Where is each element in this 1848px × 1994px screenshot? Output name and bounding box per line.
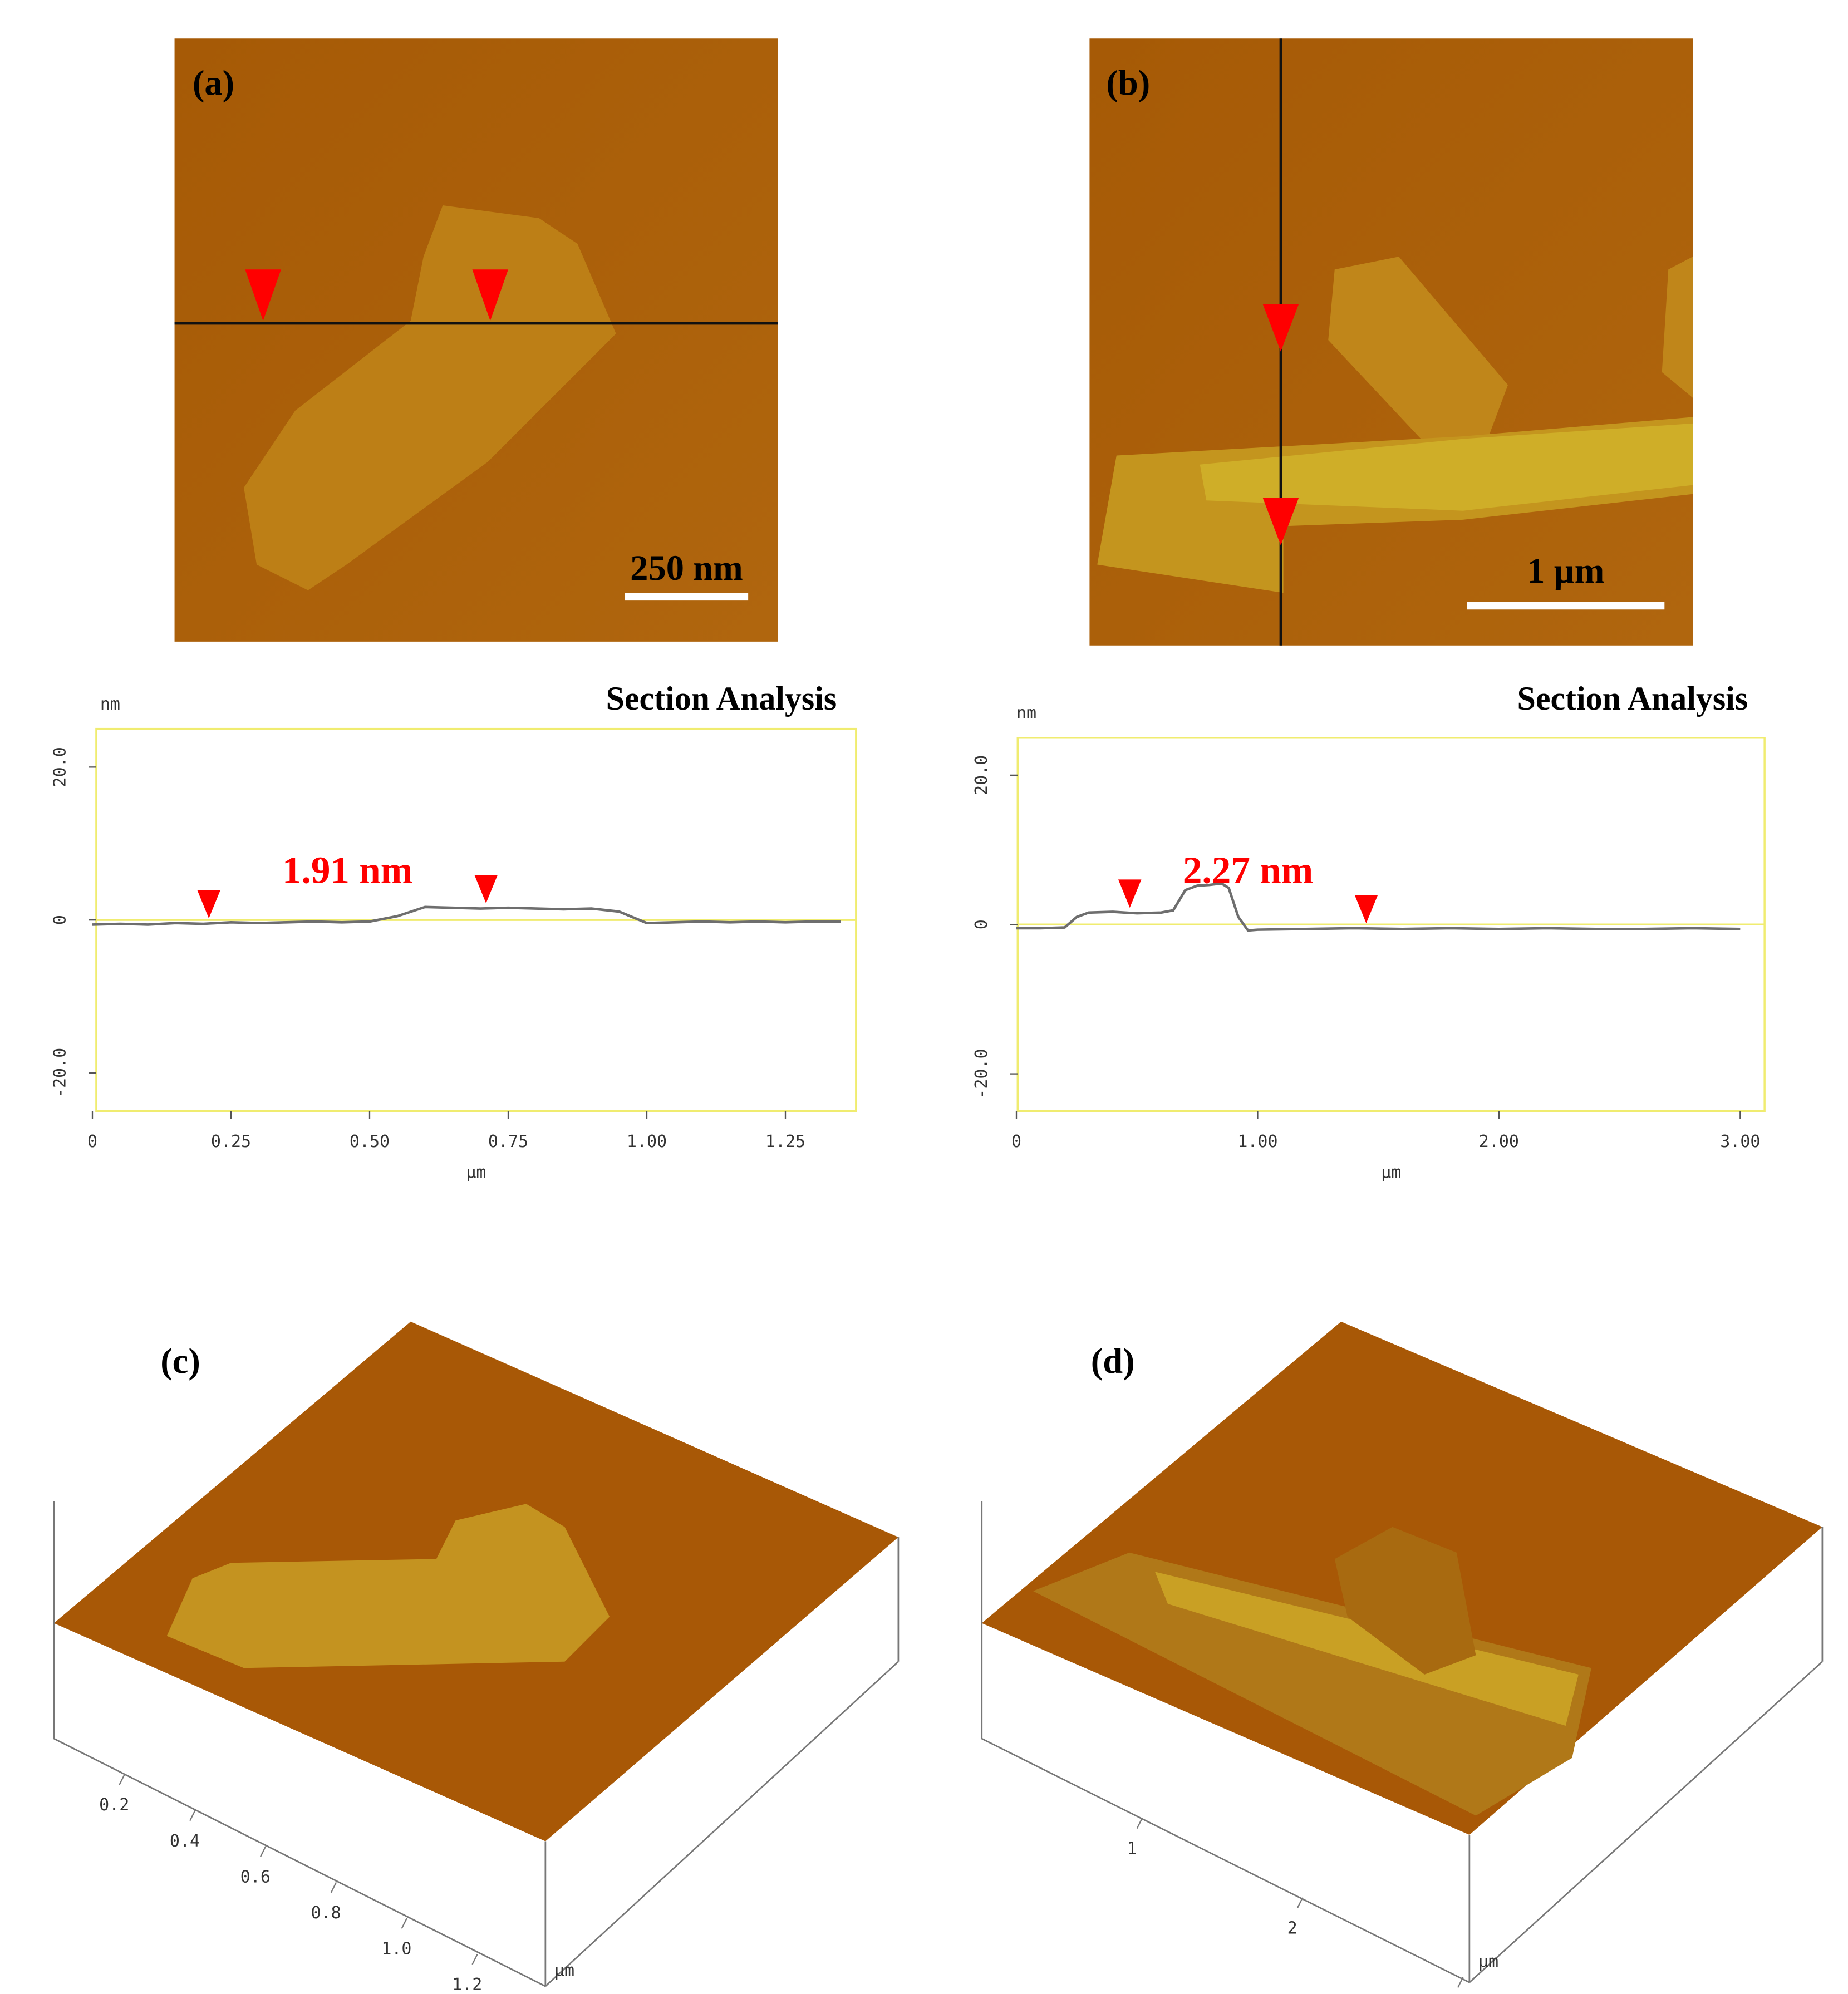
x-tick-label: 0.75 (488, 1132, 528, 1151)
x-tick-label: 1.25 (765, 1132, 805, 1151)
box-frame (53, 1501, 900, 1987)
flake (1155, 1572, 1579, 1726)
tick-label: 1.2 (452, 1975, 482, 1994)
profile-line (92, 905, 841, 926)
tick-label: 2 (1287, 1919, 1297, 1938)
scale-bar-label: 250 nm (630, 548, 743, 588)
section-marker (1354, 895, 1378, 924)
y-tick-label: -20.0 (51, 1048, 70, 1098)
tick-label: 1 (1127, 1839, 1137, 1859)
axis-unit: µm (1478, 1952, 1498, 1972)
tick-label: 0.6 (240, 1867, 271, 1887)
panel-label: (c) (160, 1341, 200, 1381)
flake (166, 1504, 610, 1668)
x-axis-label: µm (1381, 1163, 1401, 1183)
tick-mark (401, 1918, 407, 1929)
tick-mark (471, 1953, 478, 1965)
y-axis-label: nm (1016, 703, 1036, 723)
marker (1262, 304, 1299, 352)
tick-label: 1.0 (381, 1939, 411, 1958)
panel-label: (b) (1106, 63, 1150, 104)
section-marker (474, 875, 498, 904)
y-axis-label: nm (100, 695, 120, 714)
y-tick-label: 20.0 (51, 747, 70, 787)
y-tick-label: 0 (51, 915, 70, 925)
chart-title: Section Analysis (1517, 680, 1748, 717)
axis-unit: µm (554, 1961, 574, 1981)
tick-mark (330, 1882, 337, 1893)
section-marker (197, 890, 220, 919)
tick-mark (189, 1810, 196, 1821)
flake (244, 205, 616, 590)
annotation: 1.91 nm (282, 848, 412, 891)
section-chart: Section Analysis nm µm -20.0 0 20.0 0 0.25 0.50 0… (51, 680, 857, 1183)
x-tick-label: 0 (87, 1132, 97, 1151)
tick-mark (119, 1774, 125, 1785)
box-frame (981, 1501, 1824, 1983)
chart-title: Section Analysis (606, 680, 837, 717)
tick-label: 0.4 (170, 1831, 200, 1851)
tick-mark (1296, 1897, 1304, 1908)
panel-label: (a) (193, 63, 234, 104)
tick-label: 0.2 (99, 1795, 129, 1815)
marker (472, 269, 508, 321)
section-marker (1118, 879, 1142, 908)
profile-line (1016, 882, 1741, 932)
x-tick-label: 0.25 (211, 1132, 251, 1151)
panel-c: (c) µm (53, 1321, 900, 1987)
tick-label: 0.8 (311, 1903, 341, 1923)
x-tick-label: 1.00 (627, 1132, 667, 1151)
panel-b: (b) 1 µm (1089, 38, 1693, 646)
panel-a: (a) 250 nm (174, 38, 778, 642)
x-tick-label: 2.00 (1479, 1132, 1519, 1151)
flake (1033, 1552, 1591, 1816)
annotation: 2.27 nm (1183, 848, 1313, 891)
tick-mark (1136, 1818, 1143, 1829)
scale-bar-label: 1 µm (1527, 550, 1604, 590)
y-tick-label: 0 (972, 919, 991, 929)
panel-label: (d) (1091, 1341, 1135, 1381)
x-tick-label: 1.00 (1237, 1132, 1277, 1151)
y-tick-label: 20.0 (972, 755, 991, 795)
tick-mark (259, 1846, 267, 1857)
flake (1662, 257, 1693, 398)
tick-mark (1457, 1977, 1464, 1988)
x-tick-label: 3.00 (1720, 1132, 1760, 1151)
section-chart: Section Analysis nm µm -20.0 0 20.0 0 1.00 2.00 3… (972, 680, 1766, 1183)
flake (1200, 423, 1693, 511)
marker (1262, 498, 1299, 545)
x-tick-label: 0 (1011, 1132, 1021, 1151)
flake (1334, 1527, 1476, 1675)
panel-d: (d) µm (981, 1321, 1824, 1983)
marker (245, 269, 281, 321)
x-tick-label: 0.50 (350, 1132, 390, 1151)
flake (1328, 257, 1508, 443)
y-tick-label: -20.0 (972, 1048, 991, 1099)
x-axis-label: µm (466, 1163, 486, 1183)
